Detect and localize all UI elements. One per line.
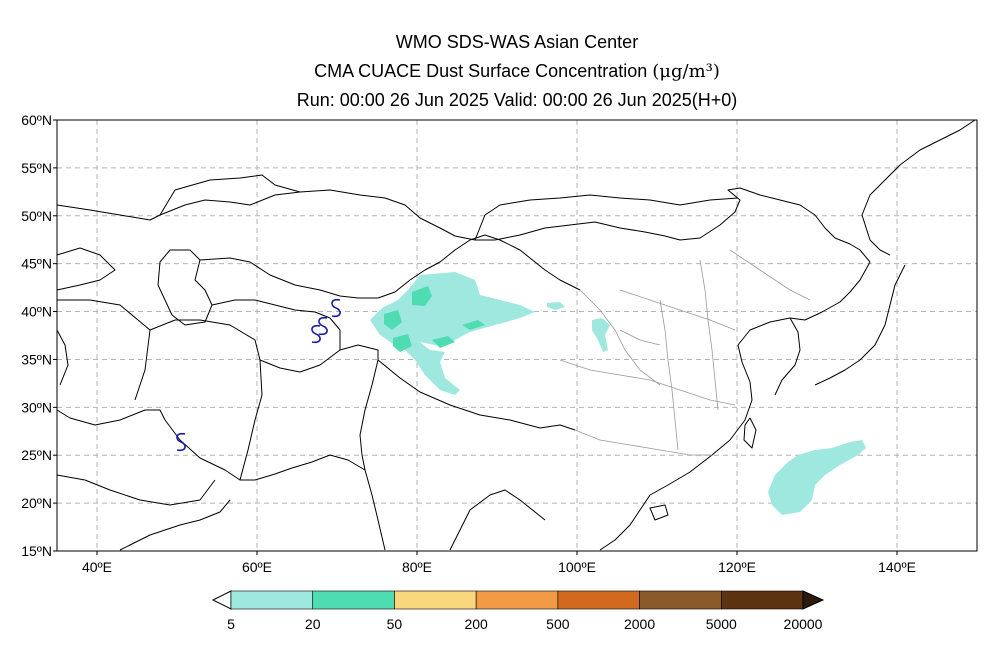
- dust-area-moderate-east: [462, 320, 485, 330]
- coastline-caspian-sea: [157, 249, 213, 326]
- border-iran: [149, 319, 263, 481]
- station-markers: [176, 298, 341, 452]
- y-tick-label: 55ºN: [21, 160, 52, 176]
- chart-title: WMO SDS-WAS Asian Center: [395, 32, 639, 52]
- x-tick-label: 100ºE: [558, 559, 596, 575]
- colorbar-tick-label: 500: [546, 616, 570, 632]
- colorbar-over-arrow: [802, 590, 825, 610]
- colorbar-bin: [394, 590, 477, 610]
- y-tick-label: 50ºN: [21, 208, 52, 224]
- border-kazakhstan-south: [199, 257, 426, 299]
- coastline-arabia-persian-gulf: [56, 409, 366, 481]
- border-arabia-interior: [56, 474, 216, 506]
- chart-subtitle-text: CMA CUACE Dust Surface Concentration: [314, 61, 648, 81]
- border-china-mongolia: [494, 187, 871, 263]
- province-border-d: [574, 429, 712, 456]
- coastline-korea: [774, 317, 801, 396]
- province-border-b: [619, 289, 736, 331]
- x-tick-label: 40ºE: [82, 559, 112, 575]
- dust-area-qaidam: [592, 318, 610, 352]
- chart-title-block: WMO SDS-WAS Asian Center CMA CUACE Dust …: [0, 28, 1000, 115]
- colorbar-tick-label: 50: [387, 616, 403, 632]
- dust-concentration-areas: [370, 272, 866, 515]
- y-tick-label: 60ºN: [21, 112, 52, 128]
- colorbar-tick-label: 5: [227, 616, 235, 632]
- colorbar: 5 20 50 200 500 2000 5000 20000: [211, 590, 825, 632]
- axis-labels: 40ºE 60ºE 80ºE 100ºE 120ºE 140ºE 60ºN 55ºN 50ºN 4…: [21, 112, 916, 575]
- dust-area-moderate-center: [432, 336, 455, 348]
- colorbar-bin: [312, 590, 395, 610]
- dust-area-pacific: [768, 440, 866, 515]
- y-tick-label: 20ºN: [21, 495, 52, 511]
- border-pakistan-afghanistan: [259, 344, 379, 373]
- province-border-c: [559, 359, 736, 406]
- colorbar-under-arrow: [211, 590, 232, 610]
- coastline-mediterranean: [56, 329, 69, 386]
- coastline-taiwan: [743, 417, 757, 449]
- border-middle-east: [57, 299, 151, 401]
- coastline-southeast-asia: [599, 494, 651, 551]
- dust-area-moderate-west: [412, 286, 432, 306]
- coastline-india-west: [364, 469, 386, 551]
- dust-area-moderate-south: [393, 334, 412, 352]
- border-mongolia-russia: [474, 194, 739, 241]
- border-china-west: [424, 234, 581, 291]
- y-tick-label: 30ºN: [21, 399, 52, 415]
- x-tick-label: 120ºE: [718, 559, 756, 575]
- coastline-bay-of-bengal: [449, 489, 546, 551]
- border-russia-north: [56, 174, 301, 221]
- province-border-f: [699, 259, 719, 411]
- border-kazakhstan-russia: [159, 189, 495, 241]
- x-tick-label: 140ºE: [878, 559, 916, 575]
- dust-area-tarim-basin: [370, 272, 535, 395]
- y-tick-label: 45ºN: [21, 256, 52, 272]
- colorbar-bin: [720, 590, 804, 610]
- border-uzbekistan-turkmenistan: [211, 299, 341, 350]
- y-tick-label: 40ºN: [21, 304, 52, 320]
- x-tick-label: 80ºE: [402, 559, 432, 575]
- chart-subtitle: CMA CUACE Dust Surface Concentration (μg…: [0, 57, 1000, 86]
- dust-area-moderate-southwest: [384, 310, 402, 330]
- y-tick-label: 35ºN: [21, 351, 52, 367]
- colorbar-bin: [475, 590, 559, 610]
- coastline-arabian-sea-east: [119, 499, 231, 551]
- colorbar-tick-label: 5000: [706, 616, 737, 632]
- coastline-hainan: [649, 504, 669, 521]
- dust-area-gobi-small: [547, 302, 565, 310]
- province-border-g: [619, 329, 661, 346]
- colorbar-bin: [639, 590, 722, 610]
- colorbar-tick-label: 2000: [624, 616, 655, 632]
- colorbar-tick-label: 20000: [784, 616, 823, 632]
- coastline-russia-far-east: [861, 119, 976, 256]
- y-tick-label: 15ºN: [21, 543, 52, 559]
- coastline-black-sea-area: [56, 247, 116, 291]
- colorbar-bin: [230, 590, 314, 610]
- station-marker-1: [331, 298, 341, 318]
- x-tick-label: 60ºE: [242, 559, 272, 575]
- station-marker-2: [318, 316, 328, 336]
- province-borders: [559, 249, 811, 456]
- colorbar-tick-label: 20: [305, 616, 321, 632]
- country-borders: [56, 119, 976, 551]
- chart-unit: (μg/m³): [652, 61, 720, 82]
- coastline-japan: [814, 264, 906, 386]
- province-border-e: [659, 299, 679, 451]
- colorbar-bin: [557, 590, 640, 610]
- colorbar-tick-label: 200: [464, 616, 488, 632]
- station-marker-4: [176, 432, 186, 452]
- province-border-h: [729, 249, 811, 301]
- map-frame: [56, 119, 978, 552]
- province-border-a: [579, 289, 661, 386]
- border-india-pakistan: [359, 359, 379, 471]
- station-marker-3: [311, 324, 321, 344]
- border-himalaya: [377, 359, 576, 431]
- y-tick-label: 25ºN: [21, 447, 52, 463]
- run-valid-time: Run: 00:00 26 Jun 2025 Valid: 00:00 26 J…: [296, 90, 738, 110]
